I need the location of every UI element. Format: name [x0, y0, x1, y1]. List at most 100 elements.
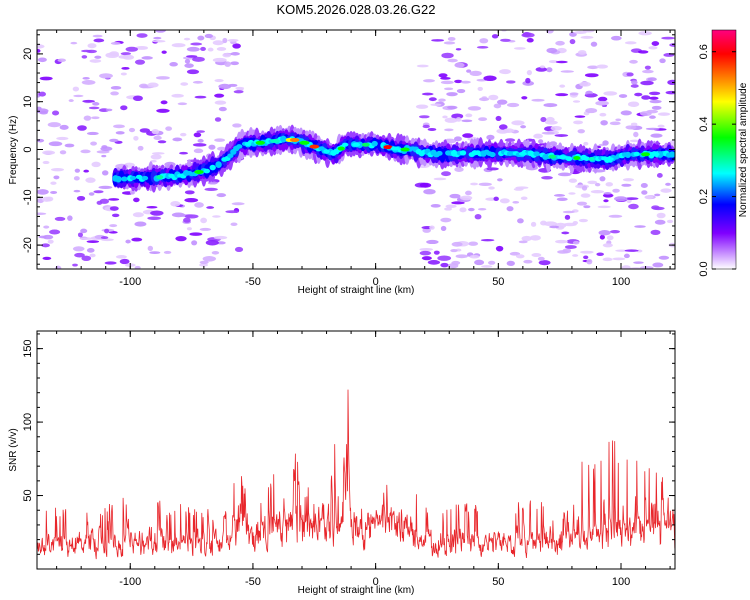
spectrogram-cell — [37, 108, 49, 114]
spectrogram-cell — [233, 90, 244, 94]
spectrogram-cell — [96, 200, 103, 205]
spectrogram-cell — [468, 241, 479, 246]
spectrogram-cell — [154, 30, 167, 33]
spectrogram-hotspot — [323, 149, 330, 154]
spectrogram-cell — [625, 125, 637, 130]
spectrogram-cell — [640, 80, 654, 86]
spectrogram-cell — [468, 207, 475, 212]
spectrogram-cell — [39, 76, 53, 81]
spectrogram-cell — [562, 210, 575, 214]
spectrogram-cell — [68, 99, 74, 103]
spectrogram-cell — [180, 132, 187, 137]
spectrogram-cell — [605, 182, 614, 187]
spectrogram-cell — [212, 57, 227, 63]
spectrogram-cell — [651, 105, 662, 110]
spectrogram-cell — [612, 257, 626, 261]
spectrogram-hotspot — [603, 157, 614, 162]
spectrogram-cell — [602, 140, 609, 146]
spectrogram-cell — [584, 73, 599, 78]
spectrogram-cell — [205, 239, 219, 246]
spectrogram-cell — [537, 256, 545, 261]
spectrogram-cell — [579, 250, 594, 254]
spectrogram-cell — [64, 143, 75, 148]
spectrogram-cell — [203, 168, 211, 174]
spectrogram-cell — [88, 192, 95, 196]
spectrogram-cell — [529, 235, 541, 241]
spectrogram-cell — [587, 180, 598, 185]
spectrogram-cell — [80, 149, 91, 154]
spectrogram-cell — [37, 138, 45, 143]
spectrogram-cell — [520, 125, 527, 129]
spectrogram-cell — [134, 265, 141, 269]
spectrogram-cell — [488, 94, 499, 101]
spectrogram-cell — [146, 206, 158, 209]
spectrogram-y-tick-label: -10 — [22, 189, 34, 205]
spectrogram-cell — [479, 97, 490, 102]
spectrogram-cell — [55, 265, 62, 269]
spectrogram-cell — [177, 102, 188, 106]
spectrogram-cell — [596, 252, 604, 256]
spectrogram-cell — [483, 75, 497, 82]
spectrogram-cell — [658, 255, 670, 260]
spectrogram-cell — [624, 249, 639, 252]
spectrogram-cell — [520, 196, 528, 201]
spectrogram-cell — [544, 120, 558, 125]
spectrogram-y-axis: -20 -10 0 10 20 — [22, 34, 675, 265]
snr-y-tick-label: 100 — [22, 413, 34, 431]
spectrogram-cell — [89, 59, 102, 63]
spectrogram-cell — [648, 46, 658, 50]
spectrogram-cell — [526, 70, 532, 76]
spectrogram-cell — [141, 175, 149, 181]
spectrogram-cell — [38, 235, 47, 239]
spectrogram-cell — [230, 61, 239, 66]
spectrogram-cell — [212, 40, 224, 46]
spectrogram-cell — [517, 218, 524, 224]
spectrogram-cell — [533, 151, 540, 157]
spectrogram-cell — [448, 263, 459, 269]
spectrogram-cell — [81, 79, 96, 85]
spectrogram-cell — [595, 100, 609, 106]
spectrogram-cell — [42, 160, 50, 165]
spectrogram-cell — [624, 197, 639, 200]
spectrogram-cell — [480, 238, 495, 242]
spectrogram-hotspot — [390, 146, 400, 151]
spectrogram-cell — [150, 154, 162, 160]
spectrogram-cell — [599, 234, 605, 240]
spectrogram-cell — [155, 76, 170, 80]
spectrogram-cell — [511, 120, 525, 126]
spectrogram-cell — [502, 128, 515, 133]
spectrogram-cell — [651, 41, 660, 46]
snr-y-axis: 50 100 150 — [22, 333, 675, 555]
spectrogram-cell — [590, 41, 598, 47]
spectrogram-cell — [150, 159, 157, 163]
spectrogram-cell — [224, 61, 231, 67]
spectrogram-cell — [81, 55, 88, 59]
spectrogram-cell — [670, 141, 675, 147]
spectrogram-cell — [555, 239, 568, 244]
spectrogram-cell — [633, 151, 640, 157]
snr-x-tick-label: 100 — [612, 576, 630, 588]
spectrogram-cell — [447, 36, 456, 41]
spectrogram-cell — [428, 97, 437, 102]
spectrogram-cell — [81, 49, 92, 53]
spectrogram-cell — [214, 100, 227, 105]
spectrogram-cell — [559, 84, 566, 88]
spectrogram-hotspot — [383, 145, 393, 150]
spectrogram-cell — [597, 96, 608, 102]
spectrogram-cell — [621, 265, 631, 269]
spectrogram-cell — [415, 104, 429, 109]
spectrogram-cell — [572, 100, 581, 103]
spectrogram-cell — [470, 182, 479, 186]
spectrogram-cell — [342, 142, 349, 147]
spectrogram-cell — [621, 183, 632, 187]
spectrogram-cell — [441, 171, 451, 177]
spectrogram-cell — [535, 67, 548, 72]
spectrogram-cell — [550, 125, 562, 131]
spectrogram-hotspot — [309, 144, 320, 149]
spectrogram-cell — [99, 73, 113, 79]
spectrogram-cell — [541, 175, 553, 180]
spectrogram-cell — [193, 148, 204, 154]
spectrogram-cell — [580, 193, 591, 198]
spectrogram-cell — [184, 197, 199, 203]
spectrogram-cell — [624, 151, 632, 158]
